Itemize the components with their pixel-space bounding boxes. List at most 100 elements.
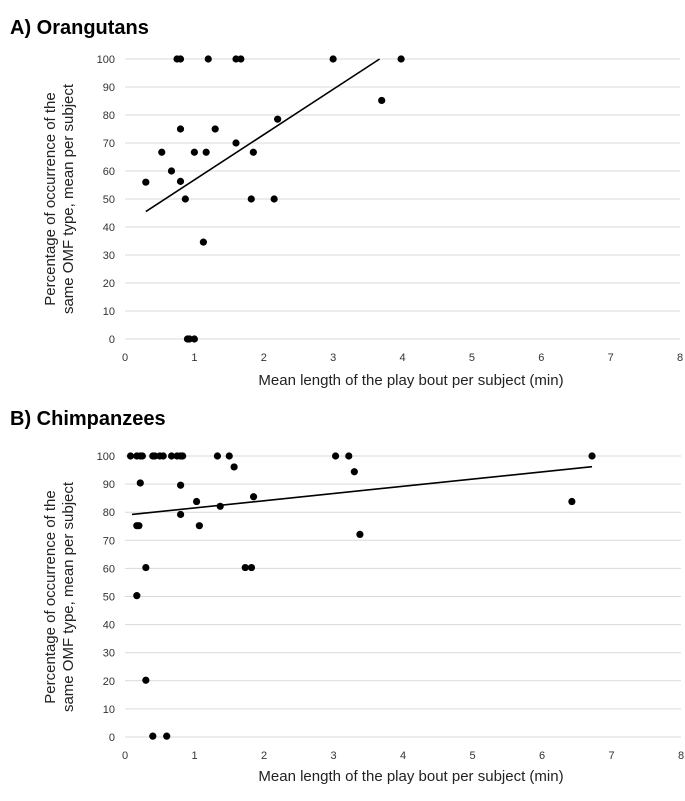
data-point-orangutans [378, 96, 386, 105]
x-tick-label-chimpanzees: 6 [539, 750, 545, 762]
data-point-orangutans [249, 148, 257, 156]
data-point-orangutans [232, 139, 240, 147]
data-point-orangutans [247, 195, 255, 203]
x-tick-label-orangutans: 6 [538, 352, 544, 364]
x-tick-label-chimpanzees: 2 [261, 750, 267, 762]
data-point-orangutans [158, 148, 166, 156]
y-tick-label-orangutans: 20 [103, 278, 115, 290]
data-point-orangutans [181, 195, 189, 203]
data-point-orangutans [176, 177, 185, 185]
data-point-chimpanzees [216, 502, 224, 510]
data-point-chimpanzees [142, 676, 150, 684]
x-tick-label-orangutans: 3 [330, 352, 336, 364]
data-point-orangutans [167, 167, 176, 175]
data-point-chimpanzees [133, 592, 141, 600]
y-ticks-orangutans: 0 10 20 30 40 50 60 70 80 90 100 [97, 54, 115, 346]
y-ticks-chimpanzees: 0 10 20 30 40 50 60 70 80 90 100 [97, 451, 115, 744]
y-tick-label-chimpanzees: 50 [103, 592, 115, 604]
y-tick-label-orangutans: 80 [103, 110, 115, 122]
data-point-chimpanzees [345, 452, 353, 460]
data-point-chimpanzees [179, 452, 187, 460]
data-point-orangutans [329, 55, 337, 63]
data-point-orangutans [237, 55, 245, 63]
data-point-orangutans [190, 148, 198, 156]
data-point-orangutans [211, 125, 219, 133]
x-tick-label-chimpanzees: 1 [191, 750, 197, 762]
trendline-chimpanzees [131, 465, 593, 516]
y-tick-label-orangutans: 100 [97, 54, 115, 66]
y-tick-label-chimpanzees: 20 [103, 676, 115, 688]
data-point-chimpanzees [588, 452, 596, 460]
x-tick-label-chimpanzees: 0 [122, 750, 128, 762]
gridlines-orangutans [125, 58, 680, 340]
y-axis-label-line1-chimpanzees: Percentage of occurrence of the [42, 490, 59, 703]
y-tick-label-orangutans: 60 [103, 166, 115, 178]
x-tick-label-orangutans: 2 [261, 352, 267, 364]
data-point-orangutans [199, 238, 207, 246]
data-point-orangutans [397, 55, 405, 63]
y-tick-label-orangutans: 50 [103, 194, 115, 206]
y-tick-label-orangutans: 10 [103, 306, 115, 318]
x-tick-label-orangutans: 0 [122, 352, 128, 364]
x-ticks-chimpanzees: 0 1 2 3 4 5 6 7 8 [122, 750, 684, 762]
y-tick-label-chimpanzees: 0 [109, 732, 115, 744]
gridlines-chimpanzees [125, 455, 681, 738]
data-point-orangutans [142, 178, 150, 186]
data-point-chimpanzees [177, 510, 185, 519]
x-axis-label-chimpanzees: Mean length of the play bout per subject… [258, 768, 563, 785]
data-point-chimpanzees [356, 530, 364, 538]
y-axis-label-line2-orangutans: same OMF type, mean per subject [60, 83, 77, 314]
panel-title-chimpanzees: B) Chimpanzees [10, 408, 166, 430]
data-point-orangutans [270, 195, 278, 203]
x-tick-label-orangutans: 8 [677, 352, 683, 364]
data-point-chimpanzees [192, 497, 201, 506]
trendline-orangutans-line [145, 58, 381, 213]
y-tick-label-chimpanzees: 80 [103, 507, 115, 519]
data-point-chimpanzees [135, 522, 143, 530]
data-point-chimpanzees [195, 522, 203, 530]
x-tick-label-orangutans: 5 [469, 352, 475, 364]
y-tick-label-orangutans: 30 [103, 250, 115, 262]
trendline-chimpanzees-line [131, 465, 593, 516]
y-axis-label-chimpanzees: Percentage of occurrence of the same OMF… [42, 481, 77, 712]
panel-chimpanzees: B) Chimpanzees 0 10 20 30 40 50 60 70 80 90 100 0 1… [10, 408, 684, 785]
y-axis-label-orangutans: Percentage of occurrence of the same OMF… [42, 83, 77, 314]
x-tick-label-orangutans: 7 [608, 352, 614, 364]
y-axis-label-line2-chimpanzees: same OMF type, mean per subject [60, 481, 77, 712]
data-point-chimpanzees [159, 452, 167, 460]
y-tick-label-chimpanzees: 100 [97, 451, 115, 463]
data-point-chimpanzees [568, 497, 576, 506]
y-tick-label-chimpanzees: 10 [103, 704, 115, 716]
data-point-chimpanzees [331, 452, 340, 460]
data-point-chimpanzees [136, 479, 144, 487]
y-axis-label-line1-orangutans: Percentage of occurrence of the [42, 92, 59, 305]
x-tick-label-chimpanzees: 7 [608, 750, 614, 762]
panel-orangutans: A) Orangutans 0 10 20 30 40 50 60 70 80 90 100 0 1 2… [10, 17, 683, 389]
y-tick-label-orangutans: 70 [103, 138, 115, 150]
y-tick-label-chimpanzees: 40 [103, 620, 115, 632]
trendline-orangutans [145, 58, 381, 213]
y-tick-label-chimpanzees: 90 [103, 479, 115, 491]
data-point-chimpanzees [163, 732, 171, 740]
data-point-orangutans [202, 148, 210, 156]
data-point-chimpanzees [241, 563, 249, 572]
data-point-chimpanzees [177, 481, 185, 489]
points-chimpanzees [126, 452, 596, 740]
y-tick-label-orangutans: 0 [109, 334, 115, 346]
x-tick-label-chimpanzees: 8 [678, 750, 684, 762]
x-ticks-orangutans: 0 1 2 3 4 5 6 7 8 [122, 352, 683, 364]
x-tick-label-chimpanzees: 5 [469, 750, 475, 762]
points-orangutans [142, 55, 405, 343]
panel-title-orangutans: A) Orangutans [10, 17, 149, 39]
data-point-orangutans [204, 55, 212, 63]
data-point-chimpanzees [247, 563, 256, 572]
data-point-orangutans [176, 55, 185, 63]
y-tick-label-chimpanzees: 60 [103, 563, 115, 575]
data-point-chimpanzees [149, 732, 157, 740]
data-point-chimpanzees [230, 463, 238, 471]
x-tick-label-orangutans: 4 [399, 352, 405, 364]
data-point-orangutans [274, 115, 282, 123]
data-point-chimpanzees [138, 452, 146, 460]
data-point-chimpanzees [225, 452, 233, 460]
